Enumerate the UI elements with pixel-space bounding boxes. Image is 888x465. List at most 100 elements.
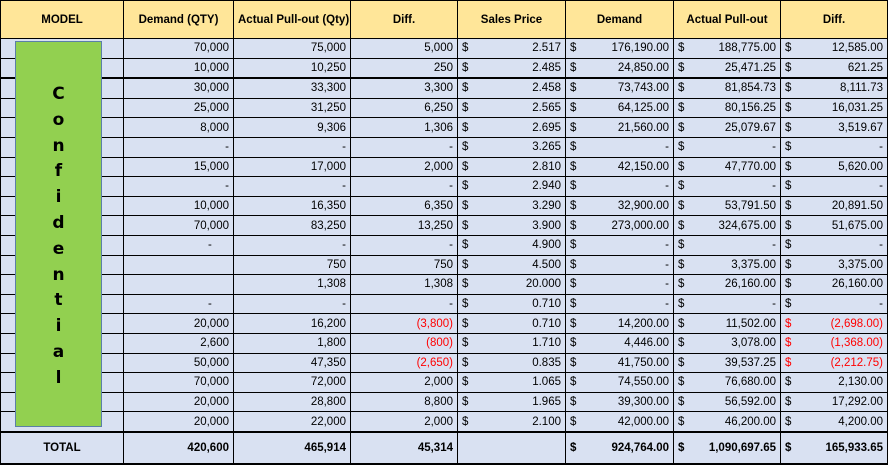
pullout-amount-cell[interactable]: $56,592.00	[673, 391, 781, 413]
demand-amount-cell[interactable]: $73,743.00	[565, 77, 674, 99]
pullout-qty-cell[interactable]: -	[233, 234, 351, 256]
demand-amount-cell[interactable]: $64,125.00	[565, 97, 674, 119]
diff-qty-cell[interactable]: 13,250	[350, 215, 458, 236]
demand-qty-cell[interactable]: 70,000	[123, 372, 234, 393]
demand-qty-cell[interactable]: 20,000	[123, 411, 234, 433]
pullout-qty-cell[interactable]: 17,000	[233, 156, 351, 178]
header-model[interactable]: MODEL	[0, 0, 124, 39]
total-label[interactable]: TOTAL	[0, 430, 124, 465]
pullout-amount-cell[interactable]: $3,078.00	[673, 332, 781, 354]
pullout-amount-cell[interactable]: $ -	[673, 293, 781, 315]
total-demand-qty[interactable]: 420,600	[123, 430, 234, 465]
demand-qty-cell[interactable]: 50,000	[123, 352, 234, 374]
diff-amount-cell[interactable]: $2,130.00	[780, 372, 888, 393]
diff-qty-cell[interactable]: 8,800	[350, 391, 458, 413]
demand-qty-cell[interactable]: -	[123, 136, 234, 158]
demand-amount-cell[interactable]: $14,200.00	[565, 313, 674, 334]
sales-price-cell[interactable]: $3.265	[457, 136, 566, 158]
diff-qty-cell[interactable]: -	[350, 293, 458, 315]
demand-amount-cell[interactable]: $ -	[565, 274, 674, 295]
sales-price-cell[interactable]: $0.710	[457, 313, 566, 334]
pullout-qty-cell[interactable]: 22,000	[233, 411, 351, 433]
header-sales-price[interactable]: Sales Price	[457, 0, 566, 39]
diff-amount-cell[interactable]: $16,031.25	[780, 97, 888, 119]
demand-amount-cell[interactable]: $24,850.00	[565, 57, 674, 80]
diff-amount-cell[interactable]: $ (2,212.75)	[780, 352, 888, 374]
demand-amount-cell[interactable]: $176,190.00	[565, 38, 674, 59]
demand-amount-cell[interactable]: $21,560.00	[565, 117, 674, 138]
sales-price-cell[interactable]: $2.517	[457, 38, 566, 59]
pullout-qty-cell[interactable]: 72,000	[233, 372, 351, 393]
diff-amount-cell[interactable]: $ -	[780, 136, 888, 158]
pullout-amount-cell[interactable]: $80,156.25	[673, 97, 781, 119]
diff-qty-cell[interactable]: 2,000	[350, 372, 458, 393]
total-pullout-qty[interactable]: 465,914	[233, 430, 351, 465]
pullout-qty-cell[interactable]: 750	[233, 254, 351, 276]
pullout-qty-cell[interactable]: 83,250	[233, 215, 351, 236]
diff-qty-cell[interactable]: 250	[350, 57, 458, 80]
pullout-amount-cell[interactable]: $47,770.00	[673, 156, 781, 178]
diff-qty-cell[interactable]: 750	[350, 254, 458, 276]
pullout-qty-cell[interactable]: 10,250	[233, 57, 351, 80]
pullout-qty-cell[interactable]: 47,350	[233, 352, 351, 374]
diff-amount-cell[interactable]: $20,891.50	[780, 195, 888, 217]
sales-price-cell[interactable]: $2.695	[457, 117, 566, 138]
header-pullout-qty[interactable]: Actual Pull-out (Qty)	[233, 0, 351, 39]
pullout-qty-cell[interactable]: -	[233, 293, 351, 315]
demand-qty-cell[interactable]: 8,000	[123, 117, 234, 138]
pullout-amount-cell[interactable]: $3,375.00	[673, 254, 781, 276]
diff-amount-cell[interactable]: $ -	[780, 176, 888, 197]
pullout-qty-cell[interactable]: 9,306	[233, 117, 351, 138]
pullout-amount-cell[interactable]: $26,160.00	[673, 274, 781, 295]
pullout-amount-cell[interactable]: $25,471.25	[673, 57, 781, 80]
diff-amount-cell[interactable]: $17,292.00	[780, 391, 888, 413]
diff-qty-cell[interactable]: (800)	[350, 332, 458, 354]
diff-amount-cell[interactable]: $ (1,368.00)	[780, 332, 888, 354]
diff-qty-cell[interactable]: 2,000	[350, 411, 458, 433]
header-pullout-amount[interactable]: Actual Pull-out	[673, 0, 781, 39]
demand-amount-cell[interactable]: $32,900.00	[565, 195, 674, 217]
pullout-amount-cell[interactable]: $ -	[673, 176, 781, 197]
pullout-qty-cell[interactable]: 16,350	[233, 195, 351, 217]
pullout-amount-cell[interactable]: $11,502.00	[673, 313, 781, 334]
demand-amount-cell[interactable]: $39,300.00	[565, 391, 674, 413]
pullout-amount-cell[interactable]: $ -	[673, 234, 781, 256]
header-diff-amount[interactable]: Diff.	[780, 0, 888, 39]
diff-amount-cell[interactable]: $ -	[780, 234, 888, 256]
demand-amount-cell[interactable]: $42,000.00	[565, 411, 674, 433]
diff-qty-cell[interactable]: 2,000	[350, 156, 458, 178]
diff-qty-cell[interactable]: -	[350, 136, 458, 158]
total-pullout-amount[interactable]: $1,090,697.65	[673, 430, 781, 465]
demand-qty-cell[interactable]: -	[123, 176, 234, 197]
diff-qty-cell[interactable]: 5,000	[350, 38, 458, 59]
demand-qty-cell[interactable]: 10,000	[123, 57, 234, 80]
sales-price-cell[interactable]: $2.458	[457, 77, 566, 99]
sales-price-cell[interactable]: $2.485	[457, 57, 566, 80]
pullout-amount-cell[interactable]: $25,079.67	[673, 117, 781, 138]
total-sales-price[interactable]	[457, 430, 566, 465]
demand-amount-cell[interactable]: $ -	[565, 136, 674, 158]
pullout-qty-cell[interactable]: 16,200	[233, 313, 351, 334]
diff-amount-cell[interactable]: $ (2,698.00)	[780, 313, 888, 334]
total-diff-qty[interactable]: 45,314	[350, 430, 458, 465]
diff-amount-cell[interactable]: $8,111.73	[780, 77, 888, 99]
diff-amount-cell[interactable]: $51,675.00	[780, 215, 888, 236]
demand-amount-cell[interactable]: $273,000.00	[565, 215, 674, 236]
diff-amount-cell[interactable]: $4,200.00	[780, 411, 888, 433]
sales-price-cell[interactable]: $3.290	[457, 195, 566, 217]
demand-qty-cell[interactable]	[123, 274, 234, 295]
diff-amount-cell[interactable]: $3,375.00	[780, 254, 888, 276]
diff-qty-cell[interactable]: -	[350, 234, 458, 256]
sales-price-cell[interactable]: $1.065	[457, 372, 566, 393]
demand-qty-cell[interactable]: 20,000	[123, 391, 234, 413]
sales-price-cell[interactable]: $1.965	[457, 391, 566, 413]
diff-amount-cell[interactable]: $3,519.67	[780, 117, 888, 138]
diff-qty-cell[interactable]: 1,308	[350, 274, 458, 295]
diff-amount-cell[interactable]: $ -	[780, 293, 888, 315]
diff-qty-cell[interactable]: 6,350	[350, 195, 458, 217]
demand-amount-cell[interactable]: $ -	[565, 254, 674, 276]
demand-amount-cell[interactable]: $74,550.00	[565, 372, 674, 393]
total-demand-amount[interactable]: $924,764.00	[565, 430, 674, 465]
diff-qty-cell[interactable]: (2,650)	[350, 352, 458, 374]
demand-amount-cell[interactable]: $41,750.00	[565, 352, 674, 374]
